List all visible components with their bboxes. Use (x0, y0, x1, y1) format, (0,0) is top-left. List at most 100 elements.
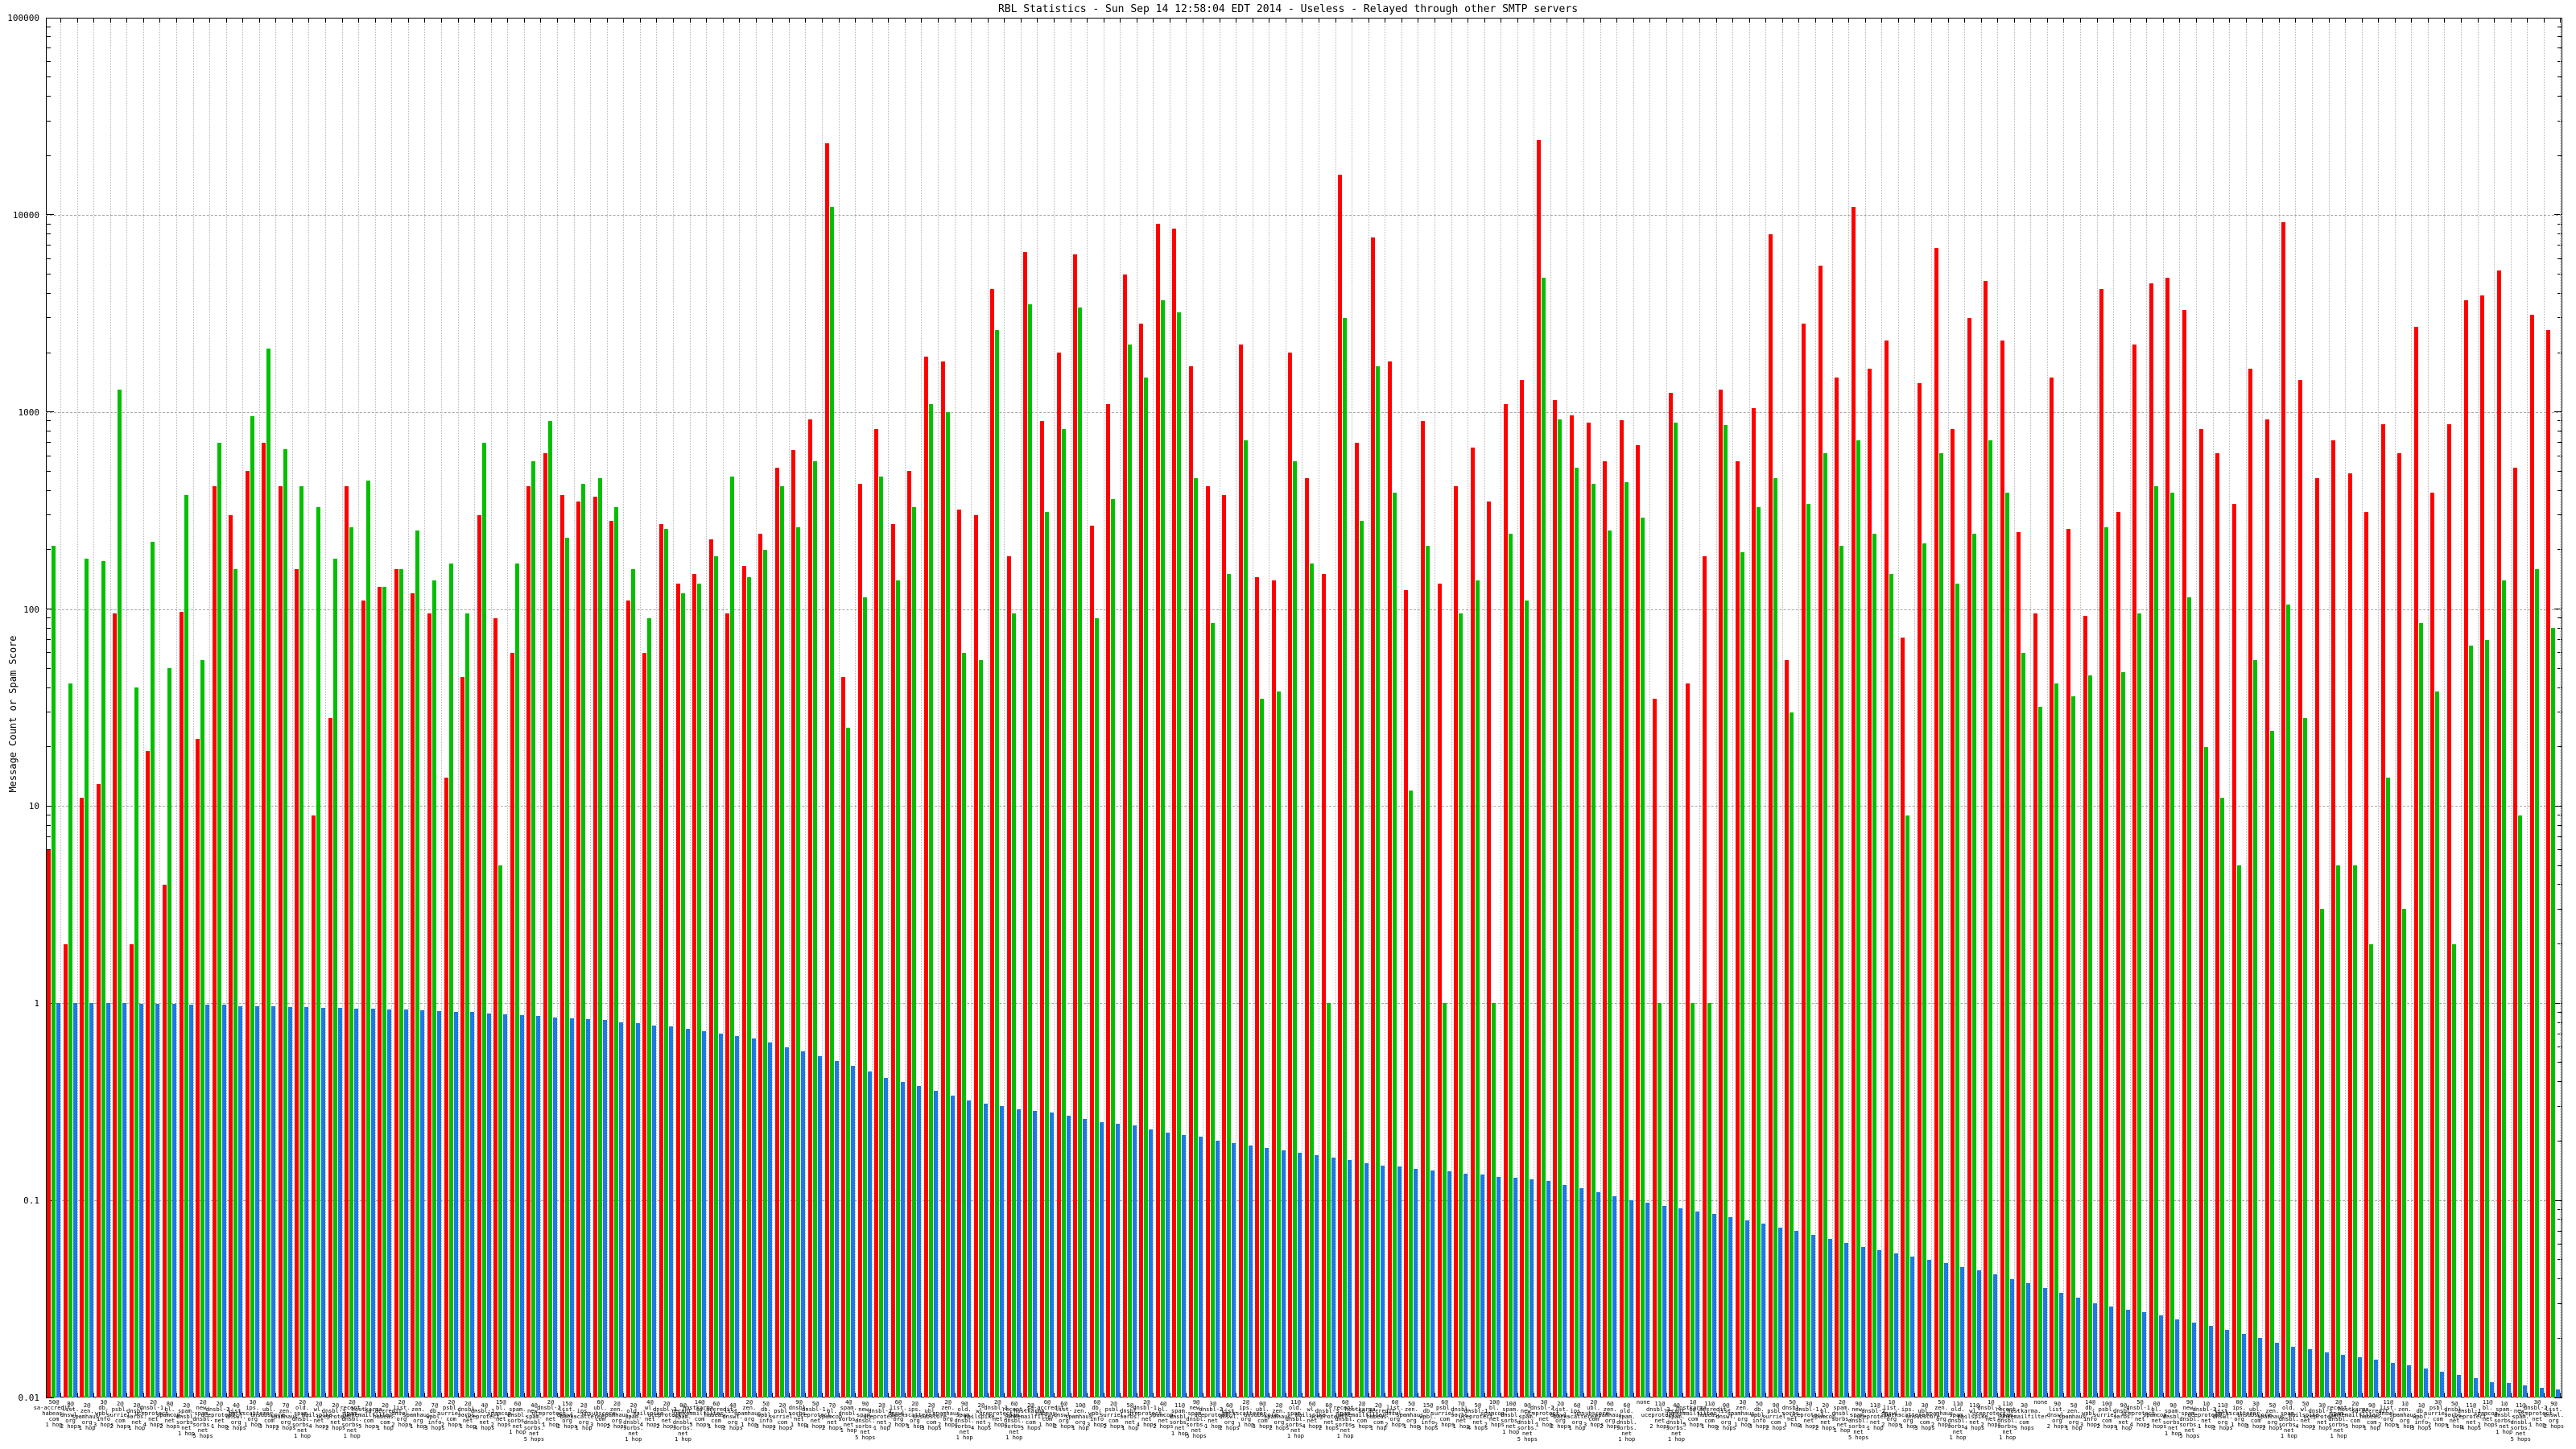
x-gridline (1964, 19, 1966, 1397)
x-tick (1020, 1393, 1022, 1397)
score-bar (569, 1018, 574, 1397)
y-minor-tick (2557, 687, 2562, 688)
spam-bar (730, 477, 735, 1397)
not-spam-bar (1520, 380, 1525, 1397)
spam-bar (1541, 277, 1546, 1397)
x-axis-label: 11@ spam. dnsbl. sorbs. net 1 hop (1169, 1402, 1191, 1437)
x-tick (2560, 1393, 2562, 1397)
not-spam-bar (2529, 315, 2534, 1397)
x-axis-label: 2@ recent. spam. dnsbl. sorbs. net 1 hop (340, 1399, 364, 1439)
spam-bar (1508, 534, 1513, 1397)
x-axis-label: 2@ sa-accredit. habeas. com 1 hop (365, 1402, 406, 1431)
x-tick (2427, 18, 2429, 23)
not-spam-bar (2281, 221, 2286, 1397)
x-tick (871, 1393, 873, 1397)
x-gridline (1682, 19, 1684, 1397)
chart-title: RBL Statistics - Sun Sep 14 12:58:04 EDT… (997, 3, 1579, 15)
x-gridline (142, 19, 144, 1397)
spam-bar (85, 559, 89, 1397)
x-axis-label: 1@ dnsbl-2. uceprotect. net 1 hop (2187, 1401, 2225, 1430)
x-tick (2063, 1393, 2065, 1397)
y-minor-tick (2557, 849, 2562, 851)
x-tick (656, 18, 658, 23)
not-spam-bar (2380, 423, 2385, 1397)
score-bar (950, 1096, 955, 1397)
x-gridline (2195, 19, 2197, 1397)
spam-bar (1409, 791, 1414, 1397)
not-spam-bar (1619, 419, 1624, 1397)
y-minor-tick (2557, 223, 2562, 225)
spam-bar (101, 561, 105, 1397)
x-gridline (258, 19, 260, 1397)
x-tick (2063, 18, 2065, 23)
x-gridline (358, 19, 360, 1397)
not-spam-bar (2149, 283, 2153, 1397)
spam-bar (514, 564, 519, 1397)
x-axis-label: 11@ dnsbl-1. uceprotect. net 4 hops (2452, 1402, 2490, 1431)
x-axis-label: 9@ new. spam. dnsbl. sorbs. net 5 hops (1186, 1399, 1207, 1439)
not-spam-bar (559, 494, 564, 1397)
y-major-tick (46, 17, 54, 19)
x-axis-label: 2@ list. dnswl. org 2 hops (391, 1399, 412, 1428)
not-spam-bar (2132, 344, 2137, 1397)
x-gridline (921, 19, 923, 1397)
score-bar (2473, 1378, 2478, 1397)
score-bar (1016, 1108, 1021, 1397)
spam-bar (118, 389, 122, 1397)
spam-bar (1194, 478, 1199, 1397)
spam-bar (779, 485, 784, 1397)
x-tick (805, 18, 807, 23)
score-bar (89, 1003, 94, 1397)
spam-bar (846, 727, 851, 1397)
x-tick (822, 1393, 824, 1397)
not-spam-bar (609, 521, 614, 1397)
x-axis-label: 1@ spam. dnsbl. sorbs. net 1 hop (2494, 1401, 2515, 1435)
x-tick (937, 1393, 939, 1397)
x-tick (374, 1393, 376, 1397)
score-bar (221, 1005, 226, 1397)
y-minor-tick (2557, 274, 2562, 275)
not-spam-bar (1305, 478, 1309, 1397)
x-tick (209, 1393, 211, 1397)
x-gridline (556, 19, 558, 1397)
score-bar (2026, 1283, 2031, 1397)
x-tick (523, 18, 525, 23)
x-gridline (2510, 19, 2512, 1397)
not-spam-bar (1901, 637, 1905, 1397)
spam-bar (763, 549, 768, 1397)
x-gridline (1517, 19, 1518, 1397)
x-gridline (1020, 19, 1022, 1397)
spam-bar (52, 545, 56, 1397)
not-spam-bar (874, 428, 879, 1397)
x-tick (1947, 1393, 1949, 1397)
x-axis-label: 11@ old. spam. dnsbl. sorbs. net 1 hop (1947, 1401, 1968, 1441)
x-gridline (1484, 19, 1485, 1397)
x-tick (1037, 18, 1038, 23)
x-tick (2146, 18, 2148, 23)
y-minor-tick (2557, 1243, 2562, 1245)
score-bar (2490, 1381, 2495, 1397)
x-axis-label: 6@ wl. mailspike. net 4 hops (1294, 1401, 1330, 1430)
spam-bar (465, 613, 470, 1397)
x-tick (424, 1393, 426, 1397)
score-bar (801, 1051, 806, 1397)
spam-bar (1575, 468, 1579, 1397)
spam-bar (663, 529, 668, 1397)
not-spam-bar (96, 783, 101, 1397)
y-gridline (46, 214, 2562, 216)
x-tick (2096, 18, 2098, 23)
not-spam-bar (1454, 485, 1459, 1397)
spam-bar (1657, 1003, 1662, 1397)
not-spam-bar (758, 534, 763, 1397)
y-tick-label: 1000 (18, 407, 40, 418)
y-minor-tick (2557, 884, 2562, 886)
not-spam-bar (1586, 423, 1591, 1397)
spam-bar (1094, 617, 1099, 1397)
x-gridline (590, 19, 592, 1397)
x-tick (888, 1393, 890, 1397)
x-axis-label: 6@ list. dnswl. org 2 hops (1219, 1402, 1240, 1431)
y-minor-tick (2557, 1219, 2562, 1220)
x-tick (1517, 18, 1518, 23)
x-gridline (159, 19, 161, 1397)
x-gridline (1881, 19, 1883, 1397)
